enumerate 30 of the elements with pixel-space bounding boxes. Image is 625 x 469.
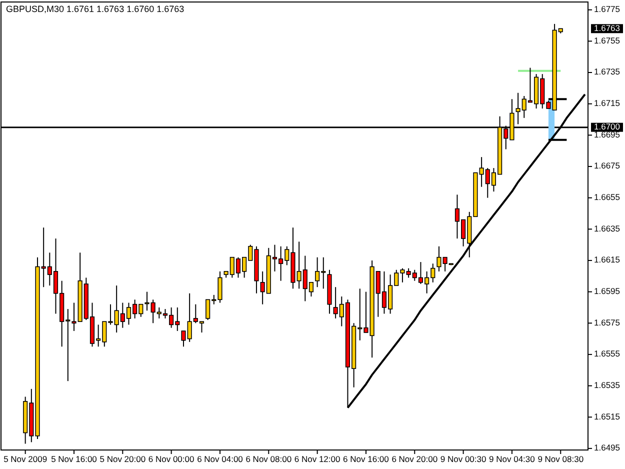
y-tick-label: 1.6515 [594, 411, 620, 422]
x-tick-label: 9 Nov 08:30 [538, 454, 584, 464]
x-tick-label: 6 Nov 00:00 [148, 454, 195, 464]
y-tick-label: 1.6575 [594, 317, 620, 328]
ref-line-label: 1.6700 [594, 122, 620, 132]
y-tick-label: 1.6755 [594, 35, 620, 46]
x-tick-label: 9 Nov 04:30 [489, 454, 536, 464]
y-tick-label: 1.6655 [594, 192, 620, 202]
x-tick-label: 6 Nov 16:00 [343, 454, 390, 464]
y-tick-label: 1.6775 [594, 4, 620, 14]
text: 1.6763 [594, 22, 620, 33]
y-tick-label: 1.6615 [594, 254, 620, 265]
x-tick-label: 6 Nov 08:00 [246, 454, 292, 464]
x-tick-label: 5 Nov 2009 [4, 454, 48, 464]
y-tick-label: 1.6695 [594, 129, 620, 140]
y-tick-label: 1.6715 [594, 98, 620, 108]
y-tick-label: 1.6595 [594, 286, 620, 296]
x-tick-label: 9 Nov 00:30 [440, 454, 486, 464]
x-tick-label: 6 Nov 12:00 [294, 454, 340, 464]
x-tick-label: 6 Nov 20:00 [392, 454, 438, 464]
y-tick-label: 1.6735 [594, 66, 620, 77]
y-tick-label: 1.6635 [594, 223, 620, 234]
x-tick-label: 5 Nov 20:00 [100, 454, 146, 464]
y-tick-label: 1.6495 [594, 442, 620, 453]
y-tick-label: 1.6555 [594, 348, 620, 359]
x-tick-label: 6 Nov 04:00 [197, 454, 244, 464]
y-tick-label: 1.6675 [594, 160, 620, 171]
y-tick-label: 1.6535 [594, 380, 620, 390]
chart-title: GBPUSD,M30 1.6761 1.6763 1.6760 1.6763 [6, 4, 184, 14]
x-tick-label: 5 Nov 16:00 [51, 454, 98, 464]
